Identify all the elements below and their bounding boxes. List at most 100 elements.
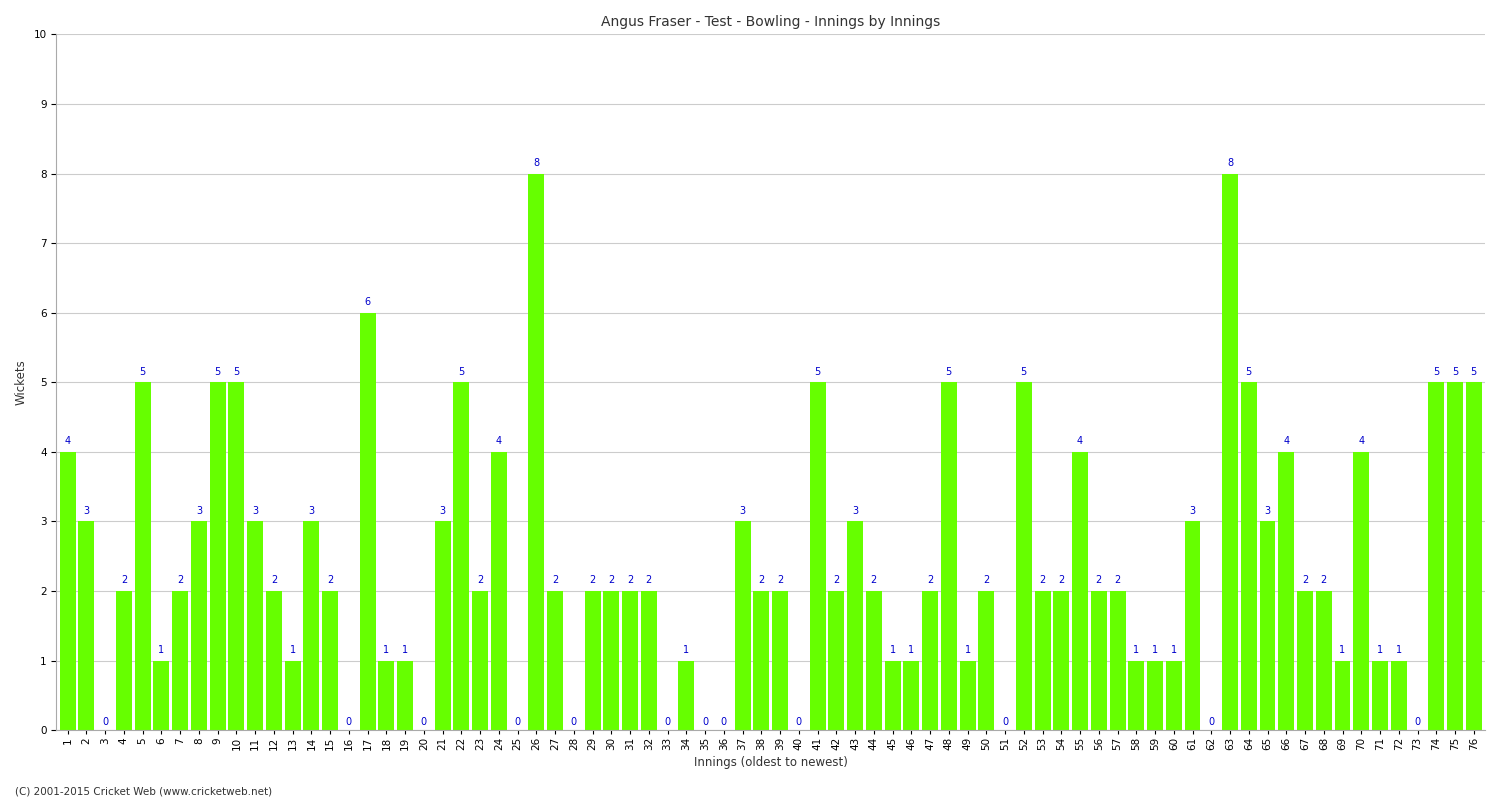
Bar bbox=[885, 661, 900, 730]
Bar bbox=[1260, 522, 1275, 730]
Text: 1: 1 bbox=[1340, 645, 1346, 655]
Text: 3: 3 bbox=[309, 506, 315, 516]
Text: 2: 2 bbox=[1058, 575, 1065, 586]
Bar bbox=[1240, 382, 1257, 730]
Text: 1: 1 bbox=[384, 645, 390, 655]
Bar bbox=[60, 452, 75, 730]
Bar bbox=[135, 382, 150, 730]
Text: 3: 3 bbox=[740, 506, 746, 516]
Text: 0: 0 bbox=[1208, 717, 1215, 726]
Text: 6: 6 bbox=[364, 297, 370, 307]
Bar bbox=[435, 522, 450, 730]
Text: 2: 2 bbox=[608, 575, 615, 586]
Text: 4: 4 bbox=[1282, 436, 1290, 446]
Text: 3: 3 bbox=[252, 506, 258, 516]
Bar bbox=[1016, 382, 1032, 730]
Bar bbox=[772, 591, 788, 730]
Text: 2: 2 bbox=[327, 575, 333, 586]
Text: 5: 5 bbox=[1432, 366, 1440, 377]
Text: 5: 5 bbox=[1245, 366, 1252, 377]
Bar bbox=[1316, 591, 1332, 730]
Bar bbox=[322, 591, 338, 730]
Bar bbox=[640, 591, 657, 730]
Text: 2: 2 bbox=[122, 575, 128, 586]
Bar bbox=[398, 661, 412, 730]
Bar bbox=[153, 661, 170, 730]
Bar bbox=[1128, 661, 1144, 730]
Text: 2: 2 bbox=[1114, 575, 1120, 586]
Text: 0: 0 bbox=[1414, 717, 1420, 726]
Text: 3: 3 bbox=[852, 506, 858, 516]
Text: 5: 5 bbox=[1020, 366, 1028, 377]
Text: 2: 2 bbox=[982, 575, 990, 586]
Text: 1: 1 bbox=[1377, 645, 1383, 655]
Text: 3: 3 bbox=[84, 506, 90, 516]
Bar bbox=[1090, 591, 1107, 730]
Bar bbox=[116, 591, 132, 730]
Text: 2: 2 bbox=[552, 575, 558, 586]
Bar bbox=[228, 382, 244, 730]
Text: 2: 2 bbox=[627, 575, 633, 586]
Bar bbox=[1390, 661, 1407, 730]
Bar bbox=[453, 382, 470, 730]
Text: 2: 2 bbox=[590, 575, 596, 586]
Text: 3: 3 bbox=[196, 506, 202, 516]
Bar bbox=[865, 591, 882, 730]
Bar bbox=[1298, 591, 1312, 730]
Text: 1: 1 bbox=[964, 645, 970, 655]
Text: 2: 2 bbox=[1095, 575, 1102, 586]
Text: 2: 2 bbox=[777, 575, 783, 586]
Bar bbox=[1466, 382, 1482, 730]
Text: 8: 8 bbox=[534, 158, 540, 168]
Text: 0: 0 bbox=[796, 717, 802, 726]
Text: 1: 1 bbox=[159, 645, 165, 655]
Y-axis label: Wickets: Wickets bbox=[15, 359, 28, 405]
Text: 3: 3 bbox=[1190, 506, 1196, 516]
Bar bbox=[847, 522, 862, 730]
Bar bbox=[248, 522, 262, 730]
Bar bbox=[1353, 452, 1370, 730]
Text: 0: 0 bbox=[664, 717, 670, 726]
Bar bbox=[922, 591, 938, 730]
Bar bbox=[1185, 522, 1200, 730]
Bar bbox=[585, 591, 600, 730]
Text: 2: 2 bbox=[758, 575, 765, 586]
Bar bbox=[266, 591, 282, 730]
Bar bbox=[472, 591, 488, 730]
Text: 1: 1 bbox=[290, 645, 296, 655]
Bar bbox=[828, 591, 844, 730]
Text: 1: 1 bbox=[1170, 645, 1178, 655]
Bar bbox=[1072, 452, 1088, 730]
Bar bbox=[528, 174, 544, 730]
Text: 1: 1 bbox=[908, 645, 915, 655]
Bar bbox=[735, 522, 750, 730]
Text: 2: 2 bbox=[927, 575, 933, 586]
Text: 0: 0 bbox=[1002, 717, 1008, 726]
X-axis label: Innings (oldest to newest): Innings (oldest to newest) bbox=[694, 756, 847, 769]
Bar bbox=[78, 522, 94, 730]
Text: 5: 5 bbox=[1470, 366, 1478, 377]
Bar bbox=[1278, 452, 1294, 730]
Text: 0: 0 bbox=[722, 717, 728, 726]
Bar bbox=[1428, 382, 1444, 730]
Text: 5: 5 bbox=[458, 366, 465, 377]
Text: 5: 5 bbox=[214, 366, 220, 377]
Text: 5: 5 bbox=[945, 366, 952, 377]
Text: 2: 2 bbox=[833, 575, 840, 586]
Bar bbox=[1372, 661, 1388, 730]
Bar bbox=[172, 591, 188, 730]
Text: 0: 0 bbox=[346, 717, 352, 726]
Text: 2: 2 bbox=[477, 575, 483, 586]
Text: 5: 5 bbox=[815, 366, 821, 377]
Bar bbox=[678, 661, 694, 730]
Text: 5: 5 bbox=[1452, 366, 1458, 377]
Text: 5: 5 bbox=[234, 366, 240, 377]
Bar bbox=[1035, 591, 1050, 730]
Bar bbox=[810, 382, 825, 730]
Text: 3: 3 bbox=[440, 506, 446, 516]
Title: Angus Fraser - Test - Bowling - Innings by Innings: Angus Fraser - Test - Bowling - Innings … bbox=[602, 15, 940, 29]
Bar bbox=[960, 661, 975, 730]
Bar bbox=[940, 382, 957, 730]
Text: 2: 2 bbox=[1320, 575, 1328, 586]
Text: 4: 4 bbox=[1358, 436, 1365, 446]
